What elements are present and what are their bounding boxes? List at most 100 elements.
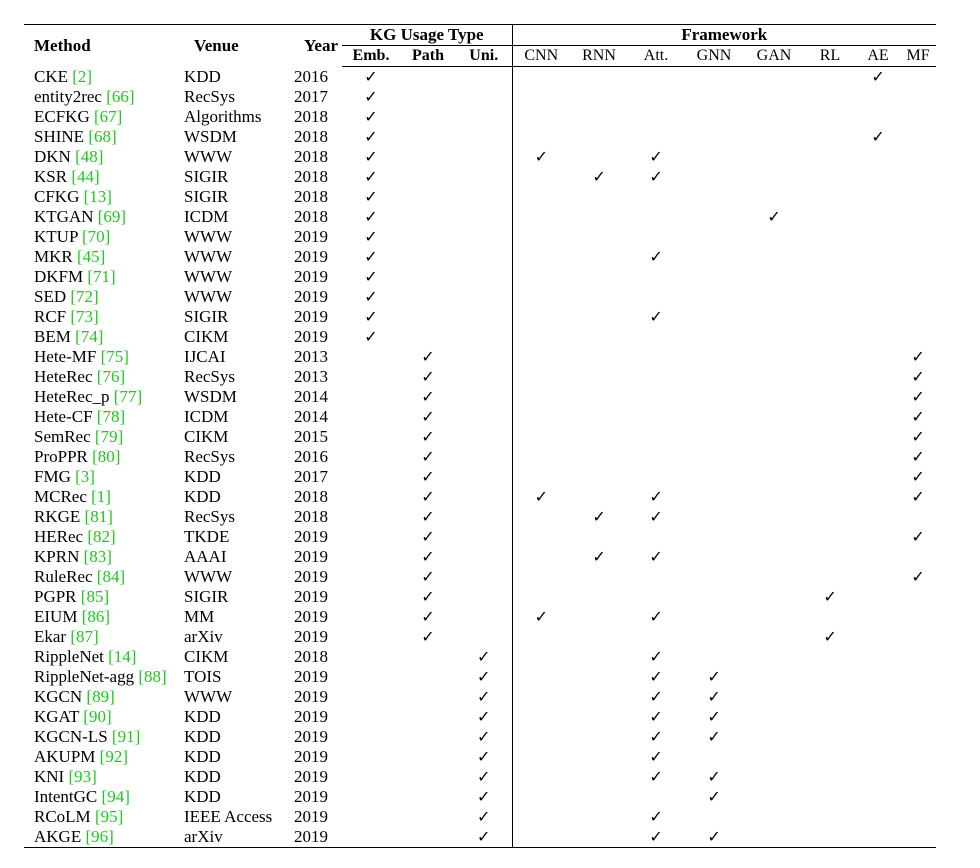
reference-link[interactable]: [75] (100, 347, 129, 366)
fw-rnn-cell (570, 707, 628, 727)
kg-emb-cell (342, 747, 400, 767)
reference-link[interactable]: [90] (83, 707, 112, 726)
reference-link[interactable]: [3] (75, 467, 95, 486)
header-fw-rnn: RNN (570, 45, 629, 67)
fw-mf-cell (900, 647, 936, 667)
reference-link[interactable]: [84] (96, 567, 126, 586)
reference-link[interactable]: [86] (81, 607, 111, 626)
kg-path-cell (400, 87, 456, 107)
kg-uni-cell (456, 347, 512, 367)
reference-link[interactable]: [83] (83, 547, 112, 566)
fw-cnn-cell (511, 687, 571, 707)
method-name: Hete-MF (34, 347, 97, 366)
check-mark-icon: ✓ (649, 147, 663, 166)
kg-emb-cell (342, 447, 400, 467)
reference-link[interactable]: [88] (138, 667, 167, 686)
fw-gnn-cell (684, 507, 744, 527)
reference-link[interactable]: [96] (85, 827, 114, 846)
reference-link[interactable]: [72] (70, 287, 99, 306)
fw-att-cell (628, 287, 684, 307)
reference-link[interactable]: [85] (80, 587, 110, 606)
kg-emb-cell (342, 767, 400, 787)
kg-emb-cell: ✓ (342, 247, 400, 267)
fw-cnn-cell (511, 167, 571, 187)
reference-link[interactable]: [1] (91, 487, 111, 506)
fw-gan-cell (744, 247, 804, 267)
check-mark-icon: ✓ (534, 487, 548, 506)
check-mark-icon: ✓ (421, 467, 435, 486)
reference-link[interactable]: [48] (75, 147, 104, 166)
reference-link[interactable]: [14] (108, 647, 137, 666)
reference-link[interactable]: [74] (75, 327, 104, 346)
fw-ae-cell (856, 827, 901, 848)
table-row: KSR [44] SIGIR 2018 ✓ ✓ ✓ (24, 167, 936, 187)
fw-rl-cell: ✓ (804, 587, 856, 607)
check-mark-icon: ✓ (477, 807, 491, 826)
reference-link[interactable]: [67] (93, 107, 123, 126)
fw-att-cell (628, 407, 684, 427)
method-name: KTUP (34, 227, 78, 246)
reference-link[interactable]: [77] (113, 387, 143, 406)
reference-link[interactable]: [45] (76, 247, 106, 266)
fw-att-cell (628, 787, 684, 807)
fw-cnn-cell (511, 507, 571, 527)
reference-link[interactable]: [73] (70, 307, 99, 326)
year-cell: 2019 (294, 747, 328, 766)
kg-emb-cell: ✓ (342, 307, 400, 327)
method-name: RCF (34, 307, 67, 326)
method-name: RippleNet (34, 647, 104, 666)
reference-link[interactable]: [68] (88, 127, 117, 146)
fw-ae-cell (856, 407, 900, 427)
reference-link[interactable]: [66] (106, 87, 135, 106)
check-mark-icon: ✓ (592, 547, 606, 566)
fw-ae-cell (856, 147, 900, 167)
reference-link[interactable]: [79] (94, 427, 124, 446)
fw-gan-cell (744, 347, 804, 367)
reference-link[interactable]: [76] (96, 367, 126, 386)
fw-rl-cell (804, 267, 856, 287)
fw-gan-cell (744, 507, 804, 527)
reference-link[interactable]: [87] (70, 627, 99, 646)
reference-link[interactable]: [80] (92, 447, 121, 466)
reference-link[interactable]: [70] (82, 227, 111, 246)
fw-gan-cell (744, 87, 804, 107)
check-mark-icon: ✓ (871, 67, 885, 86)
reference-link[interactable]: [82] (87, 527, 116, 546)
year-cell: 2019 (294, 667, 328, 686)
reference-link[interactable]: [13] (83, 187, 112, 206)
fw-att-cell (628, 187, 684, 207)
fw-mf-cell: ✓ (900, 567, 936, 587)
method-name: SED (34, 287, 67, 306)
fw-att-cell: ✓ (628, 827, 685, 848)
kg-path-cell (400, 327, 456, 347)
reference-link[interactable]: [91] (111, 727, 141, 746)
reference-link[interactable]: [2] (72, 66, 93, 86)
reference-link[interactable]: [94] (101, 787, 130, 806)
fw-mf-cell (900, 127, 936, 147)
reference-link[interactable]: [89] (86, 687, 115, 706)
reference-link[interactable]: [69] (97, 207, 127, 226)
check-mark-icon: ✓ (911, 467, 925, 486)
method-name: HERec (34, 527, 84, 546)
kg-uni-cell (456, 607, 512, 627)
fw-cnn-cell (511, 767, 571, 787)
fw-rl-cell (804, 747, 856, 767)
fw-gnn-cell (684, 127, 744, 147)
reference-link[interactable]: [44] (71, 167, 100, 186)
reference-link[interactable]: [71] (87, 267, 116, 286)
fw-rnn-cell (570, 87, 628, 107)
kg-path-cell (400, 227, 456, 247)
reference-link[interactable]: [92] (99, 747, 128, 766)
check-mark-icon: ✓ (421, 347, 435, 366)
reference-link[interactable]: [78] (96, 407, 126, 426)
kg-uni-cell (456, 227, 512, 247)
reference-link[interactable]: [95] (94, 807, 124, 826)
method-cell: SED [72] (24, 287, 184, 307)
check-mark-icon: ✓ (421, 487, 435, 506)
reference-link[interactable]: [81] (84, 507, 113, 526)
fw-att-cell (628, 127, 684, 147)
fw-cnn-cell (511, 87, 571, 107)
reference-link[interactable]: [93] (68, 767, 97, 786)
method-cell: MKR [45] (24, 247, 184, 267)
check-mark-icon: ✓ (649, 247, 663, 266)
